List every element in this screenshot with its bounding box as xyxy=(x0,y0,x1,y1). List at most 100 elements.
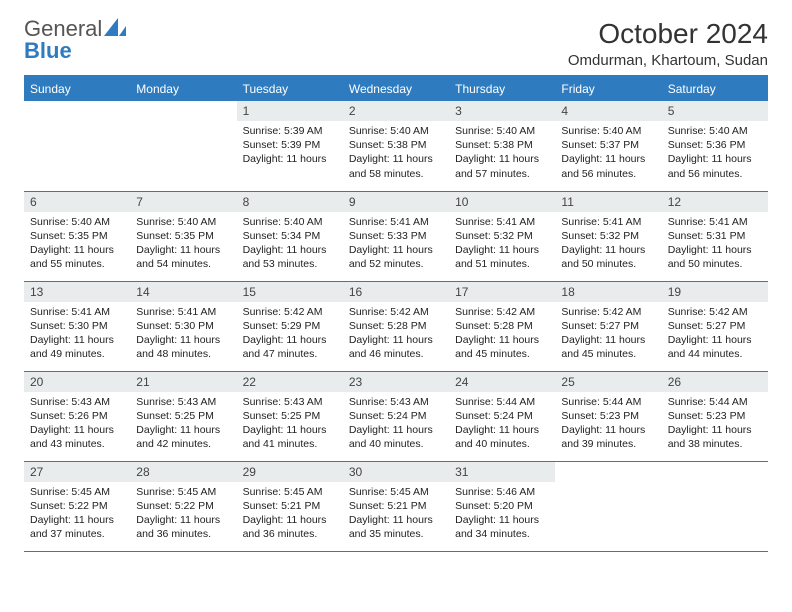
day-data: Sunrise: 5:45 AMSunset: 5:21 PMDaylight:… xyxy=(237,482,343,546)
day-data: Sunrise: 5:43 AMSunset: 5:25 PMDaylight:… xyxy=(237,392,343,456)
day-data: Sunrise: 5:46 AMSunset: 5:20 PMDaylight:… xyxy=(449,482,555,546)
day-data: Sunrise: 5:43 AMSunset: 5:25 PMDaylight:… xyxy=(130,392,236,456)
calendar-day-cell: 1Sunrise: 5:39 AMSunset: 5:39 PMDaylight… xyxy=(237,101,343,191)
weekday-header: Tuesday xyxy=(237,76,343,101)
day-data: Sunrise: 5:43 AMSunset: 5:24 PMDaylight:… xyxy=(343,392,449,456)
day-data: Sunrise: 5:43 AMSunset: 5:26 PMDaylight:… xyxy=(24,392,130,456)
day-number: 2 xyxy=(343,101,449,121)
calendar-day-cell: 8Sunrise: 5:40 AMSunset: 5:34 PMDaylight… xyxy=(237,191,343,281)
calendar-day-cell: 24Sunrise: 5:44 AMSunset: 5:24 PMDayligh… xyxy=(449,371,555,461)
day-data: Sunrise: 5:41 AMSunset: 5:30 PMDaylight:… xyxy=(130,302,236,366)
day-number: 10 xyxy=(449,192,555,212)
day-data: Sunrise: 5:39 AMSunset: 5:39 PMDaylight:… xyxy=(237,121,343,171)
day-number: 13 xyxy=(24,282,130,302)
weekday-header: Wednesday xyxy=(343,76,449,101)
weekday-header: Monday xyxy=(130,76,236,101)
calendar-day-cell: 6Sunrise: 5:40 AMSunset: 5:35 PMDaylight… xyxy=(24,191,130,281)
day-data: Sunrise: 5:42 AMSunset: 5:27 PMDaylight:… xyxy=(555,302,661,366)
day-data: Sunrise: 5:41 AMSunset: 5:30 PMDaylight:… xyxy=(24,302,130,366)
day-number: 25 xyxy=(555,372,661,392)
day-number: 20 xyxy=(24,372,130,392)
day-data: Sunrise: 5:44 AMSunset: 5:23 PMDaylight:… xyxy=(555,392,661,456)
day-number: 28 xyxy=(130,462,236,482)
day-data: Sunrise: 5:41 AMSunset: 5:33 PMDaylight:… xyxy=(343,212,449,276)
calendar-empty-cell xyxy=(662,461,768,551)
day-data: Sunrise: 5:40 AMSunset: 5:37 PMDaylight:… xyxy=(555,121,661,185)
day-data: Sunrise: 5:40 AMSunset: 5:36 PMDaylight:… xyxy=(662,121,768,185)
day-number: 3 xyxy=(449,101,555,121)
calendar-day-cell: 25Sunrise: 5:44 AMSunset: 5:23 PMDayligh… xyxy=(555,371,661,461)
day-data: Sunrise: 5:44 AMSunset: 5:24 PMDaylight:… xyxy=(449,392,555,456)
weekday-header: Sunday xyxy=(24,76,130,101)
calendar-day-cell: 10Sunrise: 5:41 AMSunset: 5:32 PMDayligh… xyxy=(449,191,555,281)
calendar-day-cell: 17Sunrise: 5:42 AMSunset: 5:28 PMDayligh… xyxy=(449,281,555,371)
weekday-header: Thursday xyxy=(449,76,555,101)
day-number: 29 xyxy=(237,462,343,482)
calendar-day-cell: 15Sunrise: 5:42 AMSunset: 5:29 PMDayligh… xyxy=(237,281,343,371)
calendar-week-row: 13Sunrise: 5:41 AMSunset: 5:30 PMDayligh… xyxy=(24,281,768,371)
day-number: 7 xyxy=(130,192,236,212)
title-block: October 2024 Omdurman, Khartoum, Sudan xyxy=(568,18,768,69)
calendar-week-row: 1Sunrise: 5:39 AMSunset: 5:39 PMDaylight… xyxy=(24,101,768,191)
brand-part2: Blue xyxy=(24,38,72,63)
calendar-week-row: 20Sunrise: 5:43 AMSunset: 5:26 PMDayligh… xyxy=(24,371,768,461)
location-label: Omdurman, Khartoum, Sudan xyxy=(568,52,768,69)
calendar-day-cell: 21Sunrise: 5:43 AMSunset: 5:25 PMDayligh… xyxy=(130,371,236,461)
day-number: 6 xyxy=(24,192,130,212)
day-number: 19 xyxy=(662,282,768,302)
page-header: General Blue October 2024 Omdurman, Khar… xyxy=(24,18,768,69)
day-number: 8 xyxy=(237,192,343,212)
day-data: Sunrise: 5:40 AMSunset: 5:35 PMDaylight:… xyxy=(130,212,236,276)
calendar-day-cell: 9Sunrise: 5:41 AMSunset: 5:33 PMDaylight… xyxy=(343,191,449,281)
calendar-day-cell: 22Sunrise: 5:43 AMSunset: 5:25 PMDayligh… xyxy=(237,371,343,461)
calendar-empty-cell xyxy=(555,461,661,551)
calendar-day-cell: 13Sunrise: 5:41 AMSunset: 5:30 PMDayligh… xyxy=(24,281,130,371)
day-number: 11 xyxy=(555,192,661,212)
calendar-day-cell: 5Sunrise: 5:40 AMSunset: 5:36 PMDaylight… xyxy=(662,101,768,191)
weekday-header: Friday xyxy=(555,76,661,101)
calendar-empty-cell xyxy=(24,101,130,191)
calendar-day-cell: 26Sunrise: 5:44 AMSunset: 5:23 PMDayligh… xyxy=(662,371,768,461)
day-data: Sunrise: 5:45 AMSunset: 5:22 PMDaylight:… xyxy=(130,482,236,546)
sail-icon xyxy=(104,18,126,40)
day-data: Sunrise: 5:45 AMSunset: 5:22 PMDaylight:… xyxy=(24,482,130,546)
day-number: 14 xyxy=(130,282,236,302)
day-data: Sunrise: 5:42 AMSunset: 5:27 PMDaylight:… xyxy=(662,302,768,366)
day-data: Sunrise: 5:41 AMSunset: 5:31 PMDaylight:… xyxy=(662,212,768,276)
calendar-day-cell: 12Sunrise: 5:41 AMSunset: 5:31 PMDayligh… xyxy=(662,191,768,281)
calendar-head: SundayMondayTuesdayWednesdayThursdayFrid… xyxy=(24,76,768,101)
calendar-week-row: 27Sunrise: 5:45 AMSunset: 5:22 PMDayligh… xyxy=(24,461,768,551)
calendar-day-cell: 4Sunrise: 5:40 AMSunset: 5:37 PMDaylight… xyxy=(555,101,661,191)
day-number: 30 xyxy=(343,462,449,482)
calendar-table: SundayMondayTuesdayWednesdayThursdayFrid… xyxy=(24,75,768,552)
day-data: Sunrise: 5:41 AMSunset: 5:32 PMDaylight:… xyxy=(449,212,555,276)
brand-text: General Blue xyxy=(24,18,126,62)
calendar-day-cell: 11Sunrise: 5:41 AMSunset: 5:32 PMDayligh… xyxy=(555,191,661,281)
calendar-day-cell: 23Sunrise: 5:43 AMSunset: 5:24 PMDayligh… xyxy=(343,371,449,461)
day-number: 26 xyxy=(662,372,768,392)
day-number: 16 xyxy=(343,282,449,302)
calendar-day-cell: 31Sunrise: 5:46 AMSunset: 5:20 PMDayligh… xyxy=(449,461,555,551)
calendar-day-cell: 30Sunrise: 5:45 AMSunset: 5:21 PMDayligh… xyxy=(343,461,449,551)
day-data: Sunrise: 5:45 AMSunset: 5:21 PMDaylight:… xyxy=(343,482,449,546)
calendar-day-cell: 19Sunrise: 5:42 AMSunset: 5:27 PMDayligh… xyxy=(662,281,768,371)
calendar-empty-cell xyxy=(130,101,236,191)
day-number: 23 xyxy=(343,372,449,392)
calendar-week-row: 6Sunrise: 5:40 AMSunset: 5:35 PMDaylight… xyxy=(24,191,768,281)
day-number: 15 xyxy=(237,282,343,302)
day-number: 31 xyxy=(449,462,555,482)
day-data: Sunrise: 5:40 AMSunset: 5:35 PMDaylight:… xyxy=(24,212,130,276)
day-number: 22 xyxy=(237,372,343,392)
day-number: 1 xyxy=(237,101,343,121)
day-data: Sunrise: 5:44 AMSunset: 5:23 PMDaylight:… xyxy=(662,392,768,456)
calendar-day-cell: 16Sunrise: 5:42 AMSunset: 5:28 PMDayligh… xyxy=(343,281,449,371)
calendar-day-cell: 3Sunrise: 5:40 AMSunset: 5:38 PMDaylight… xyxy=(449,101,555,191)
weekday-header: Saturday xyxy=(662,76,768,101)
day-number: 9 xyxy=(343,192,449,212)
calendar-day-cell: 2Sunrise: 5:40 AMSunset: 5:38 PMDaylight… xyxy=(343,101,449,191)
calendar-day-cell: 27Sunrise: 5:45 AMSunset: 5:22 PMDayligh… xyxy=(24,461,130,551)
weekday-row: SundayMondayTuesdayWednesdayThursdayFrid… xyxy=(24,76,768,101)
calendar-day-cell: 20Sunrise: 5:43 AMSunset: 5:26 PMDayligh… xyxy=(24,371,130,461)
calendar-day-cell: 28Sunrise: 5:45 AMSunset: 5:22 PMDayligh… xyxy=(130,461,236,551)
calendar-body: 1Sunrise: 5:39 AMSunset: 5:39 PMDaylight… xyxy=(24,101,768,551)
